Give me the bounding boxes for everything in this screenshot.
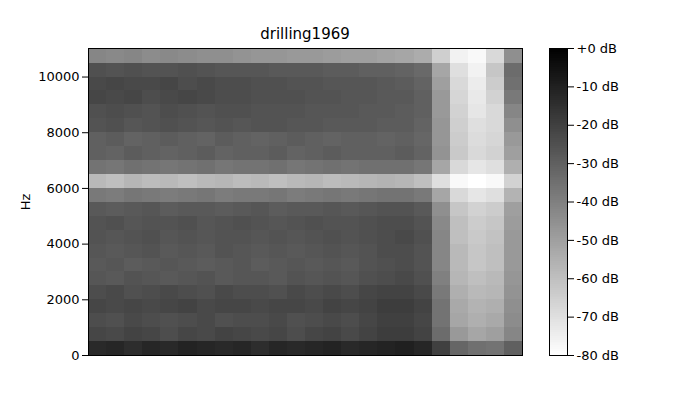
svg-text:-40 dB: -40 dB: [577, 194, 620, 209]
svg-text:4000: 4000: [46, 236, 79, 251]
svg-text:0: 0: [71, 348, 79, 363]
svg-text:2000: 2000: [46, 292, 79, 307]
svg-text:Hz: Hz: [18, 194, 33, 211]
html-text:drilling1969: drilling1969: [260, 25, 350, 43]
svg-text:10000: 10000: [38, 69, 79, 84]
svg-text:-70 dB: -70 dB: [577, 309, 620, 324]
svg-text:-60 dB: -60 dB: [577, 271, 620, 286]
svg-text:-80 dB: -80 dB: [577, 348, 620, 363]
svg-text:-30 dB: -30 dB: [577, 156, 620, 171]
svg-text:6000: 6000: [46, 181, 79, 196]
svg-text:8000: 8000: [46, 125, 79, 140]
svg-text:+0 dB: +0 dB: [577, 41, 617, 56]
svg-text:-10 dB: -10 dB: [577, 79, 620, 94]
svg-text:-20 dB: -20 dB: [577, 117, 620, 132]
svg-text:-50 dB: -50 dB: [577, 233, 620, 248]
